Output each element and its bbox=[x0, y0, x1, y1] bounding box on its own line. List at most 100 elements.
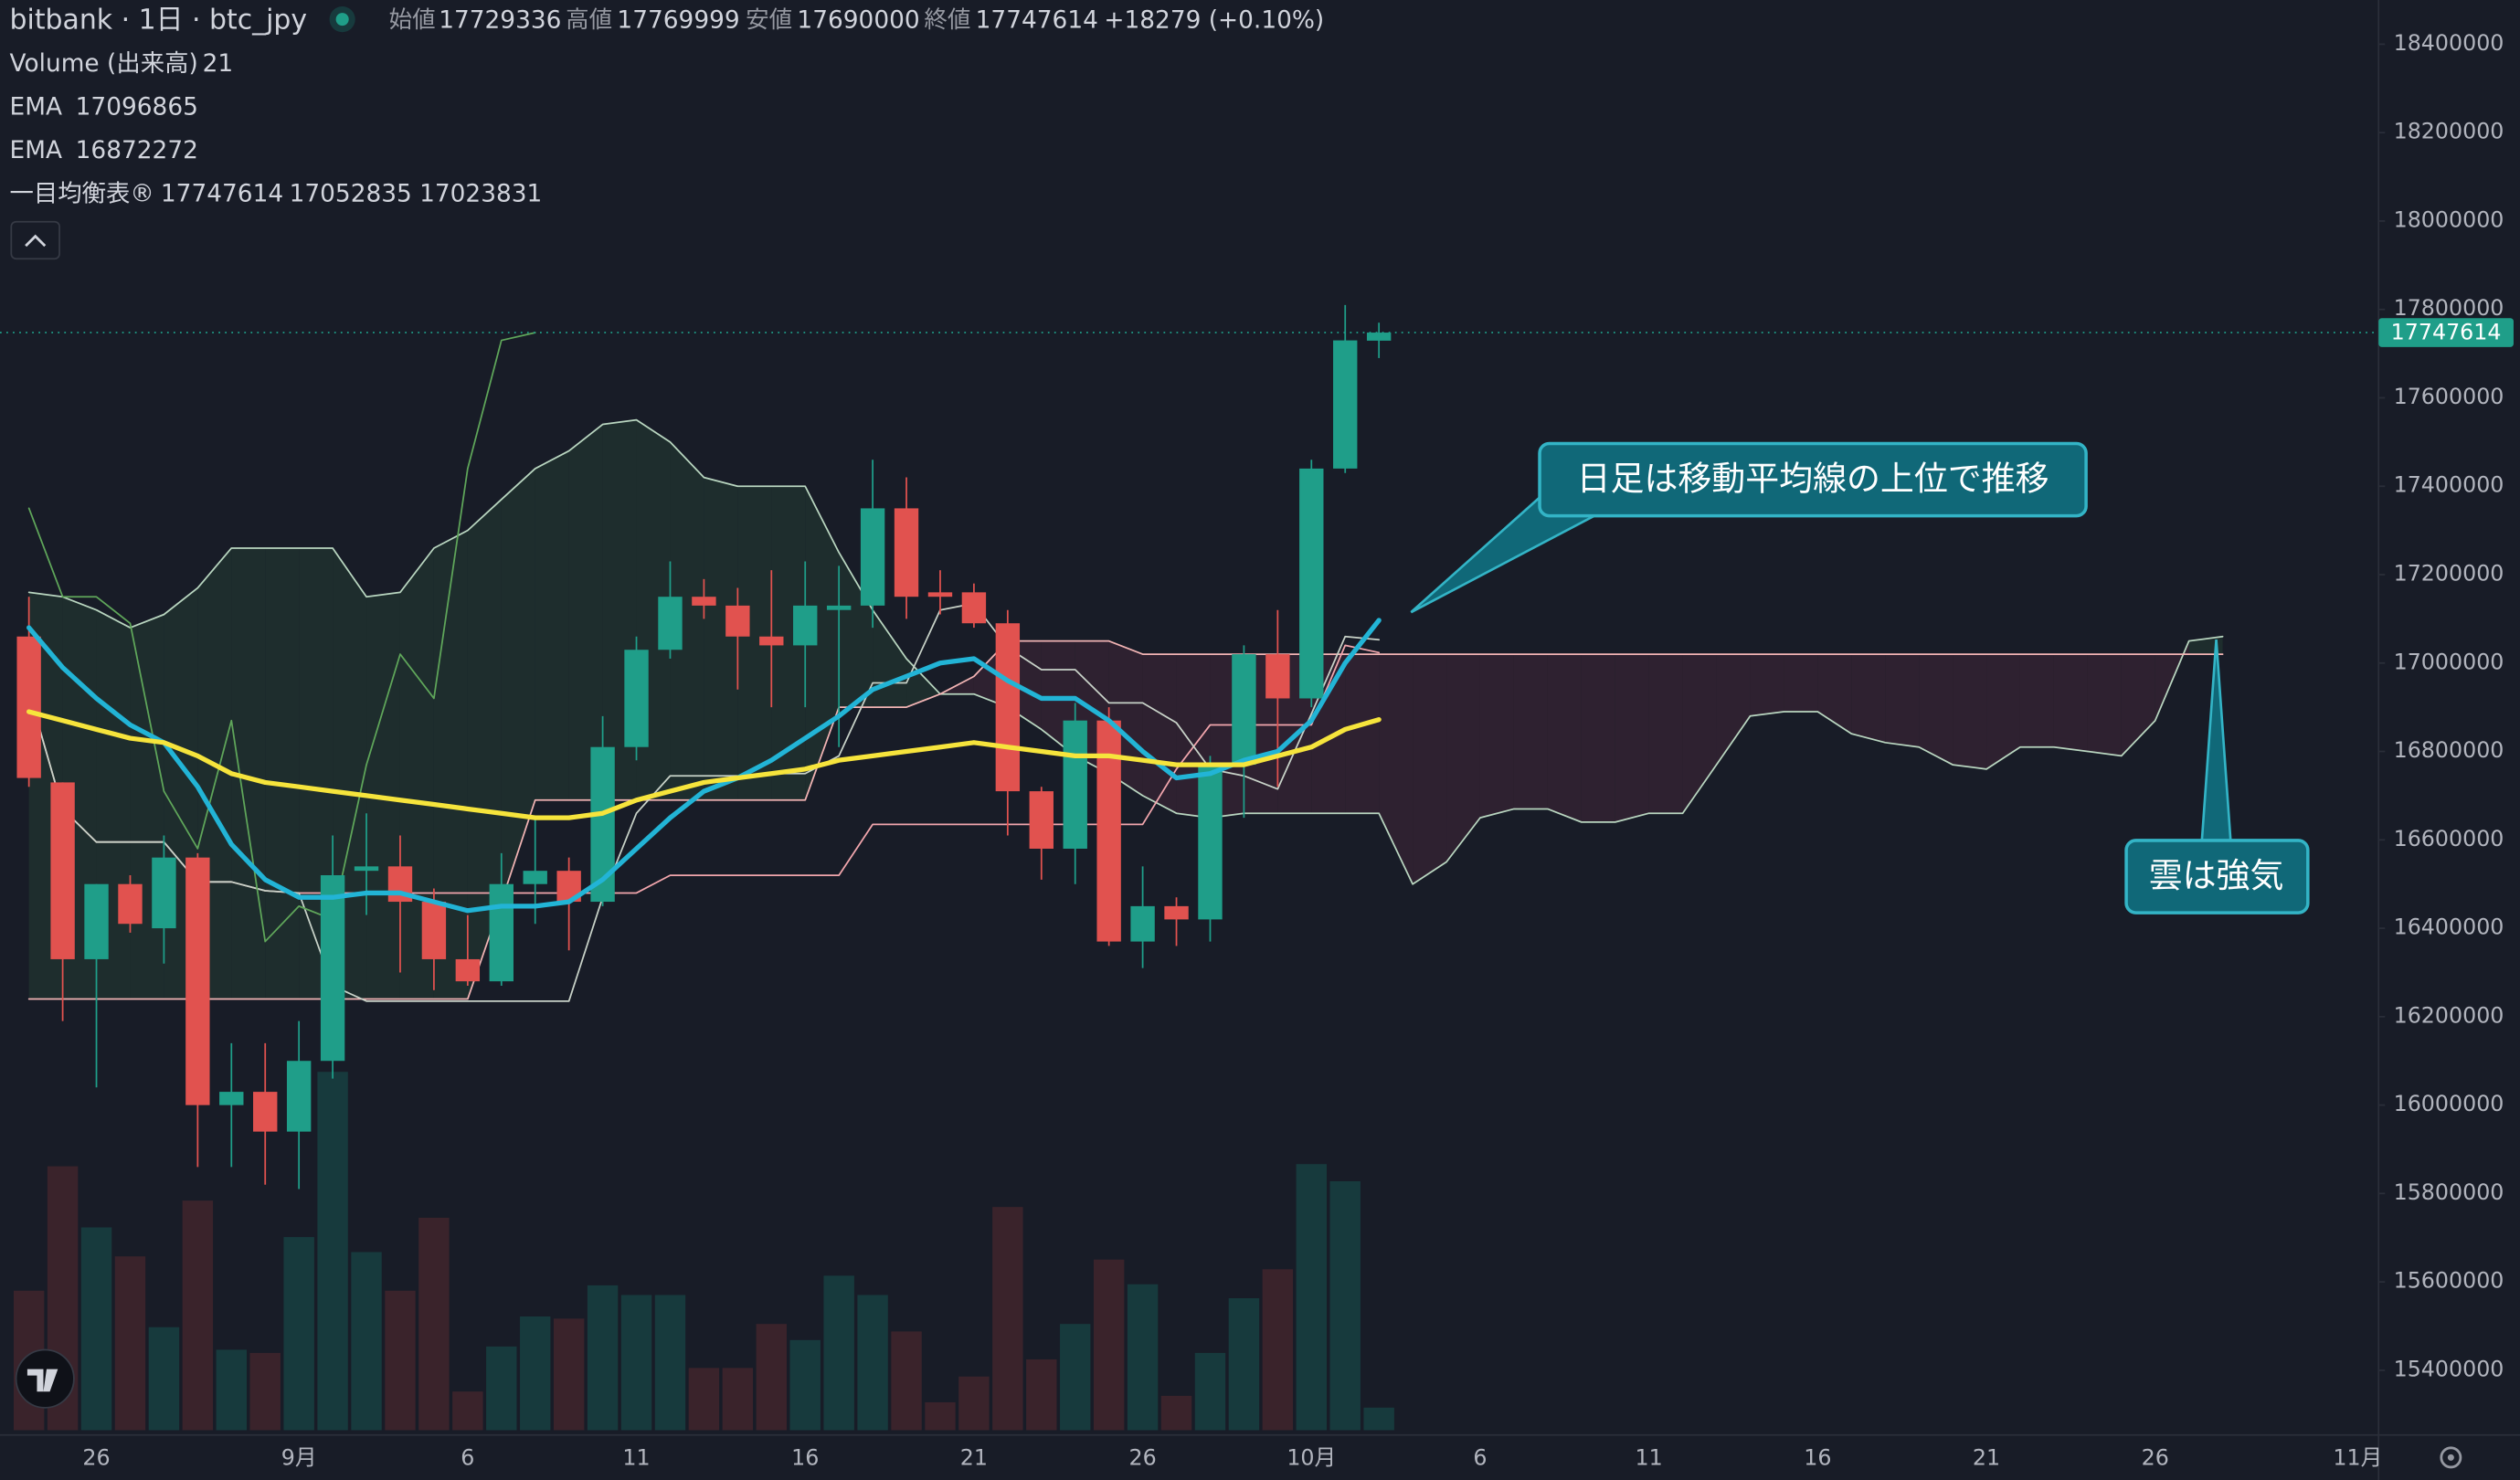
cloud-segment bbox=[1581, 654, 1615, 822]
candle-body bbox=[1164, 905, 1189, 920]
volume-bar bbox=[148, 1327, 180, 1431]
legend-volume-value: 21 bbox=[203, 50, 234, 78]
volume-bar bbox=[249, 1352, 281, 1431]
last-price-tag bbox=[2378, 318, 2514, 347]
cloud-segment bbox=[771, 486, 806, 800]
y-tick-label: 16000000 bbox=[2394, 1091, 2504, 1116]
open-value: 17729336 bbox=[439, 6, 561, 34]
cloud-segment bbox=[467, 499, 502, 999]
candle-body bbox=[1198, 765, 1223, 920]
cloud-segment bbox=[130, 614, 164, 999]
high-value: 17769999 bbox=[617, 6, 739, 34]
y-tick-label: 17600000 bbox=[2394, 384, 2504, 409]
cloud-segment bbox=[2019, 654, 2054, 747]
legend-ema[interactable]: EMA bbox=[10, 93, 62, 121]
settings-icon-center bbox=[2447, 1454, 2454, 1461]
candle-body bbox=[725, 605, 750, 637]
cloud-segment bbox=[1345, 654, 1380, 814]
candle-body bbox=[489, 883, 514, 982]
volume-bar bbox=[620, 1295, 652, 1431]
volume-bar bbox=[1160, 1395, 1192, 1431]
candle-body bbox=[860, 508, 885, 606]
x-tick-label: 26 bbox=[2142, 1445, 2169, 1471]
volume-bar bbox=[216, 1349, 247, 1431]
volume-bar bbox=[958, 1376, 990, 1431]
cloud-segment bbox=[568, 424, 603, 800]
legend-ichimoku[interactable]: 一目均衡表® bbox=[10, 180, 154, 207]
legend-ema-value: 16872272 bbox=[76, 137, 198, 164]
collapse-icon bbox=[25, 234, 47, 248]
x-tick-label: 6 bbox=[461, 1445, 474, 1471]
logo[interactable] bbox=[15, 1348, 75, 1409]
volume-bar bbox=[1026, 1358, 1057, 1431]
cloud-segment bbox=[1479, 654, 1514, 819]
y-tick-label: 16200000 bbox=[2394, 1002, 2504, 1028]
volume-bar bbox=[1329, 1181, 1361, 1431]
x-tick-label: 21 bbox=[1973, 1445, 2000, 1471]
volume-bar bbox=[857, 1295, 888, 1431]
legend-volume: Volume (出来高) bbox=[10, 50, 198, 78]
leading-span-b bbox=[27, 640, 2224, 1000]
cloud-segment bbox=[501, 468, 535, 903]
y-tick-label: 17000000 bbox=[2394, 649, 2504, 674]
volume-bar bbox=[1060, 1324, 1091, 1431]
candle-body bbox=[523, 871, 547, 884]
x-tick-label: 21 bbox=[960, 1445, 988, 1471]
x-tick-label: 16 bbox=[791, 1445, 819, 1471]
cloud-segment bbox=[1513, 654, 1548, 809]
volume-bar bbox=[520, 1316, 551, 1431]
candle-body bbox=[1333, 340, 1358, 469]
x-tick-label: 10月 bbox=[1286, 1445, 1336, 1471]
volume-bar bbox=[317, 1072, 348, 1431]
settings-icon[interactable] bbox=[2440, 1446, 2462, 1469]
x-tick-label: 11月 bbox=[2333, 1445, 2382, 1471]
logo-mark bbox=[26, 1369, 58, 1392]
candle-body bbox=[1232, 654, 1256, 766]
ema-line bbox=[26, 709, 1382, 820]
legend-ema-value: 17096865 bbox=[76, 93, 198, 121]
volume-bar bbox=[688, 1368, 720, 1431]
y-tick-label: 17200000 bbox=[2394, 561, 2504, 587]
callout-text: 雲は強気 bbox=[2149, 856, 2284, 895]
candle-body bbox=[995, 623, 1021, 792]
y-tick-label: 15600000 bbox=[2394, 1268, 2504, 1294]
cloud-segment bbox=[2188, 636, 2223, 655]
cloud-segment bbox=[2121, 654, 2155, 756]
legend-ichimoku-value: 17052835 bbox=[290, 180, 412, 207]
candle-body bbox=[1063, 720, 1087, 849]
volume-bar bbox=[1093, 1259, 1125, 1431]
volume-bar bbox=[1228, 1298, 1260, 1431]
callout-text: 日足は移動平均線の上位で推移 bbox=[1577, 459, 2049, 498]
high-label: 高値 bbox=[566, 6, 612, 34]
candle-body bbox=[692, 597, 716, 606]
cloud-segment bbox=[1648, 654, 1683, 814]
cloud-segment bbox=[1885, 654, 1920, 747]
volume-layer bbox=[13, 1072, 1394, 1431]
change-value: +18279 (+0.10%) bbox=[1104, 6, 1324, 34]
cloud-segment bbox=[535, 450, 569, 800]
volume-bar bbox=[351, 1252, 382, 1431]
x-tick-label: 9月 bbox=[281, 1445, 317, 1471]
y-tick-label: 15400000 bbox=[2394, 1356, 2504, 1381]
chart-title: bitbank · 1日 · btc_jpy bbox=[10, 4, 308, 36]
volume-bar bbox=[654, 1295, 686, 1431]
cloud-segment bbox=[1682, 654, 1717, 814]
status-dot bbox=[335, 13, 349, 26]
ema-layer bbox=[0, 332, 2379, 914]
cloud-segment bbox=[1953, 654, 1987, 769]
cloud-segment bbox=[1142, 654, 1177, 814]
candle-body bbox=[118, 883, 143, 925]
cloud-segment bbox=[737, 486, 772, 800]
collapse-button[interactable] bbox=[10, 220, 60, 260]
y-tick-label: 17400000 bbox=[2394, 472, 2504, 498]
cloud-segment bbox=[839, 552, 874, 708]
legend-ema[interactable]: EMA bbox=[10, 137, 62, 164]
candle-body bbox=[152, 857, 176, 929]
volume-bar bbox=[1296, 1164, 1327, 1431]
candle-body bbox=[16, 636, 41, 778]
y-tick-label: 17800000 bbox=[2394, 295, 2504, 321]
candle-body bbox=[185, 857, 210, 1105]
cloud-segment bbox=[1379, 654, 1414, 884]
candle-body bbox=[354, 866, 379, 872]
